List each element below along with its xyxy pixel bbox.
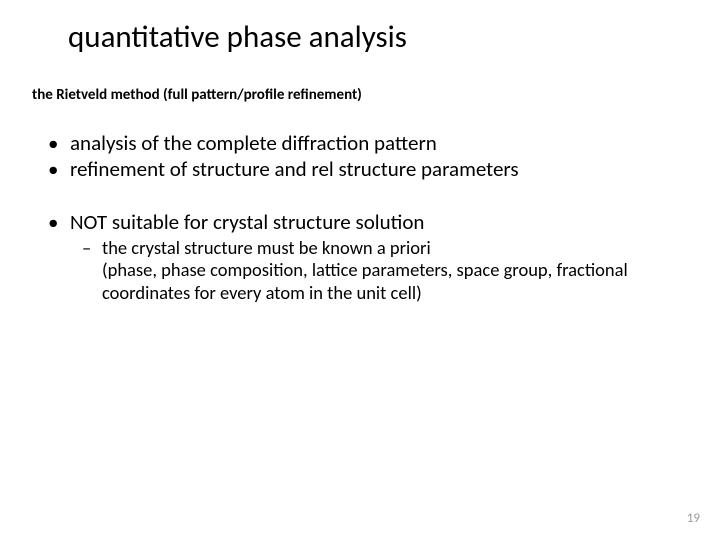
page-number: 19 (687, 511, 700, 526)
bullet-text: NOT suitable for crystal structure solut… (70, 209, 424, 235)
slide: quantitative phase analysis the Rietveld… (0, 0, 720, 540)
bullet-item: analysis of the complete diffraction pat… (48, 130, 720, 156)
slide-subtitle: the Rietveld method (full pattern/profil… (32, 86, 720, 104)
bullet-group-1: analysis of the complete diffraction pat… (48, 130, 720, 183)
bullet-item: refinement of structure and rel structur… (48, 156, 720, 182)
sub-bullet-item: the crystal structure must be known a pr… (70, 237, 720, 305)
bullet-item: NOT suitable for crystal structure solut… (48, 209, 720, 305)
slide-title: quantitative phase analysis (68, 18, 720, 56)
bullet-group-2: NOT suitable for crystal structure solut… (48, 209, 720, 305)
sub-bullet-list: the crystal structure must be known a pr… (70, 237, 720, 305)
